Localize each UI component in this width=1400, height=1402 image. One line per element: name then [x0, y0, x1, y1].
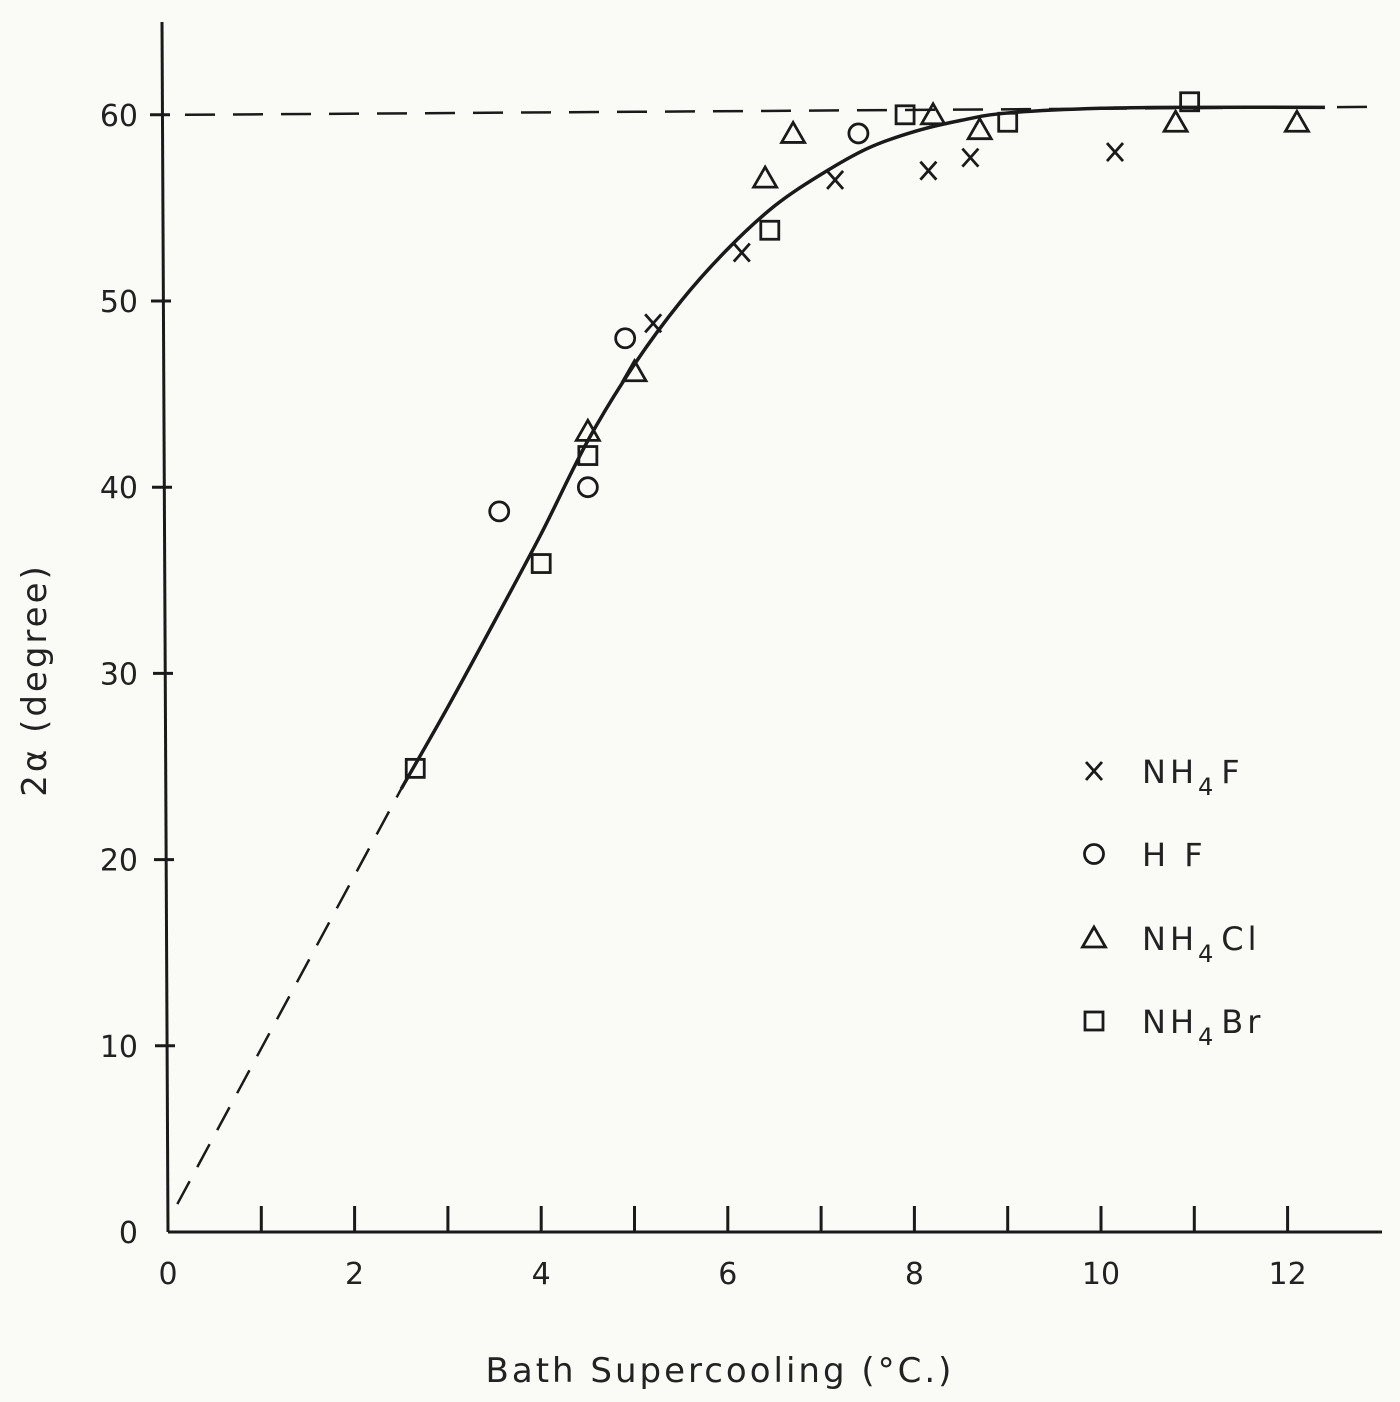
point-triangle — [779, 119, 808, 144]
point-x — [732, 242, 751, 263]
point-triangle — [751, 164, 780, 189]
chart-lines — [176, 105, 1383, 1205]
y-tick-label: 10 — [100, 1030, 138, 1065]
point-triangle — [620, 357, 649, 383]
x-axis-title: Bath Supercooling (°C.) — [486, 1351, 955, 1391]
data-markers — [404, 91, 1311, 779]
legend-item: NH4 Cl — [1080, 920, 1261, 968]
legend-label: NH4 Cl — [1142, 920, 1261, 968]
y-tick-label: 30 — [100, 657, 138, 692]
point-triangle — [919, 100, 947, 126]
x-tick-label: 8 — [905, 1257, 924, 1292]
x-tick-label: 6 — [718, 1257, 737, 1292]
y-tick-label: 20 — [100, 844, 138, 879]
point-x — [961, 147, 980, 168]
legend-label: NH4 Br — [1142, 1003, 1264, 1051]
y-tick-label: 60 — [100, 99, 138, 134]
y-tick-label: 50 — [100, 285, 138, 320]
reference-line — [184, 105, 1383, 117]
legend-marker-triangle — [1080, 924, 1108, 949]
legend-item: NH4 Br — [1083, 1003, 1264, 1051]
extrapolation-line — [176, 788, 403, 1205]
point-square — [530, 553, 552, 574]
legend-marker-circle — [1083, 843, 1105, 865]
x-tick-label: 10 — [1082, 1257, 1120, 1292]
point-square — [894, 104, 916, 126]
legend: NH4 F H F NH4 Cl NH4 Br — [1080, 753, 1264, 1051]
point-triangle — [1161, 108, 1190, 133]
legend-item: NH4 F — [1084, 753, 1244, 801]
fit-curve — [399, 105, 1325, 790]
legend-marker-x — [1084, 761, 1104, 781]
point-triangle — [573, 417, 602, 442]
y-axis-title: 2α (degree) — [15, 563, 55, 797]
legend-label: H F — [1142, 836, 1207, 874]
x-tick-label: 12 — [1269, 1257, 1307, 1292]
y-axis-line — [160, 21, 170, 1233]
point-square — [1179, 91, 1201, 113]
point-x — [644, 313, 663, 334]
point-triangle — [1283, 108, 1311, 133]
legend-label: NH4 F — [1142, 753, 1244, 801]
point-square — [577, 445, 599, 466]
point-square — [759, 219, 781, 241]
point-x — [1105, 142, 1125, 162]
point-circle — [488, 500, 511, 523]
y-tick-label: 0 — [119, 1216, 138, 1251]
point-circle — [614, 327, 637, 350]
point-circle — [847, 122, 870, 145]
axes: 0 2 4 6 8 10 12 0 10 20 30 40 50 60 Bath Supercooling … — [15, 21, 1382, 1391]
point-square — [404, 757, 426, 779]
y-tick-label: 40 — [100, 471, 138, 506]
legend-marker-square — [1083, 1010, 1105, 1032]
x-tick-label: 2 — [345, 1257, 364, 1292]
x-tick-label: 4 — [532, 1257, 551, 1292]
legend-item: H F — [1083, 836, 1207, 874]
x-tick-label: 0 — [158, 1257, 177, 1292]
point-x — [919, 160, 938, 181]
point-square — [997, 111, 1019, 133]
point-x — [826, 170, 845, 190]
point-triangle — [965, 115, 994, 141]
point-circle — [576, 476, 599, 499]
